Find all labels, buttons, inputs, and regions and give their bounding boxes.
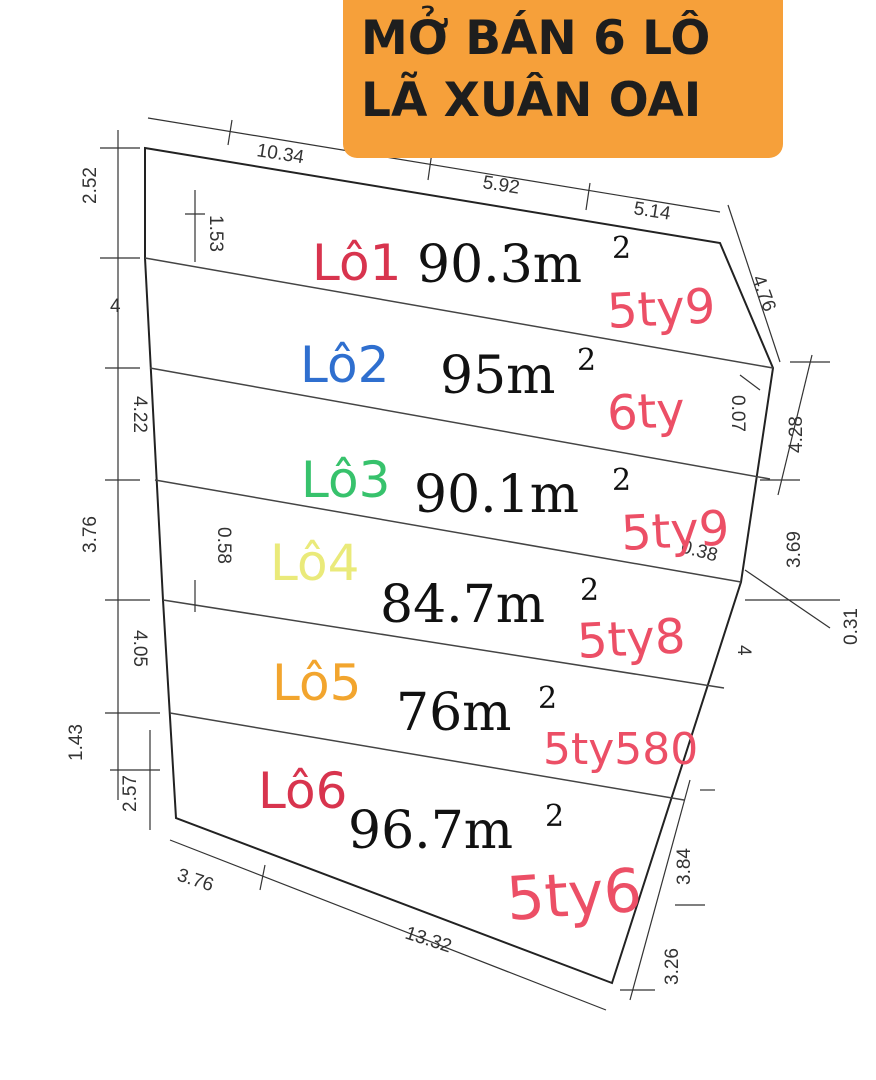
lot-4-name: Lô4 bbox=[270, 534, 359, 592]
lot-3-price: 5ty9 bbox=[620, 500, 731, 562]
dim-left-a: 2.52 bbox=[80, 167, 101, 204]
lot-3: Lô3 90.1m 2 5ty9 bbox=[301, 451, 731, 562]
lot-3-area: 90.1m bbox=[414, 465, 579, 525]
dim-right-h: 3.26 bbox=[662, 948, 683, 985]
dim-left-h: 1.43 bbox=[66, 724, 87, 761]
lot-6: Lô6 96.7m 2 5ty6 bbox=[258, 762, 644, 935]
dim-top-b: 5.92 bbox=[481, 172, 521, 199]
dim-left-b: 1.53 bbox=[205, 215, 226, 252]
lot-5-area-sup: 2 bbox=[538, 681, 557, 716]
dim-left-g: 4.05 bbox=[129, 630, 150, 667]
lot-5: Lô5 76m 2 5ty580 bbox=[272, 654, 698, 775]
lot-6-area-sup: 2 bbox=[545, 799, 564, 834]
dim-bottom-a: 3.76 bbox=[174, 865, 216, 896]
lot-6-price: 5ty6 bbox=[504, 856, 644, 935]
lot-5-price: 5ty580 bbox=[543, 724, 698, 775]
lot-5-name: Lô5 bbox=[272, 654, 361, 712]
dim-left-e: 3.76 bbox=[80, 516, 101, 553]
lot-3-area-sup: 2 bbox=[612, 463, 631, 498]
banner-title-line1: MỞ BÁN 6 LÔ bbox=[361, 11, 711, 66]
lot-2-area-sup: 2 bbox=[577, 343, 596, 378]
lot-3-name: Lô3 bbox=[301, 451, 390, 509]
lot-2-area: 95m bbox=[440, 346, 555, 406]
dim-right-f: 4 bbox=[733, 645, 754, 656]
dim-top-a: 10.34 bbox=[255, 140, 306, 168]
lot-1: Lô1 90.3m 2 5ty9 bbox=[312, 231, 717, 340]
dim-left-f: 0.58 bbox=[213, 527, 234, 564]
lot-4-area: 84.7m bbox=[380, 575, 545, 635]
dimension-lines bbox=[100, 117, 840, 1011]
lot-2-name: Lô2 bbox=[300, 336, 389, 394]
dim-left-c: 4 bbox=[110, 296, 121, 317]
lot-1-area: 90.3m bbox=[417, 235, 582, 295]
lot-6-area: 96.7m bbox=[348, 801, 513, 861]
lot-5-area: 76m bbox=[396, 683, 511, 743]
lot-6-name: Lô6 bbox=[258, 762, 347, 820]
dim-left-d: 4.22 bbox=[129, 396, 150, 433]
lot-2: Lô2 95m 2 6ty bbox=[300, 336, 686, 442]
dim-right-e: 0.31 bbox=[841, 608, 862, 645]
lot-1-area-sup: 2 bbox=[612, 231, 631, 266]
dim-right-slant: 4.76 bbox=[747, 273, 779, 315]
lot-4-area-sup: 2 bbox=[580, 573, 599, 608]
title-banner: MỞ BÁN 6 LÔ LÃ XUÂN OAI bbox=[343, 0, 783, 158]
dim-left-i: 2.57 bbox=[120, 775, 141, 812]
dim-right-g: 3.84 bbox=[674, 848, 695, 885]
dim-right-b: 4.28 bbox=[786, 416, 807, 453]
banner-title-line2: LÃ XUÂN OAI bbox=[361, 73, 702, 128]
lot-4-price: 5ty8 bbox=[576, 608, 687, 670]
lot-4: Lô4 84.7m 2 5ty8 bbox=[270, 534, 687, 670]
lot-1-price: 5ty9 bbox=[606, 278, 717, 340]
dim-bottom-b: 13.32 bbox=[402, 923, 454, 958]
dim-right-a: 0.07 bbox=[727, 395, 748, 432]
plot-boundary bbox=[144, 146, 775, 985]
lot-2-price: 6ty bbox=[606, 382, 687, 442]
dim-top-c: 5.14 bbox=[632, 198, 672, 225]
dim-right-c: 3.69 bbox=[784, 531, 805, 568]
lot-dividers bbox=[144, 257, 774, 801]
lot-1-name: Lô1 bbox=[312, 234, 401, 292]
